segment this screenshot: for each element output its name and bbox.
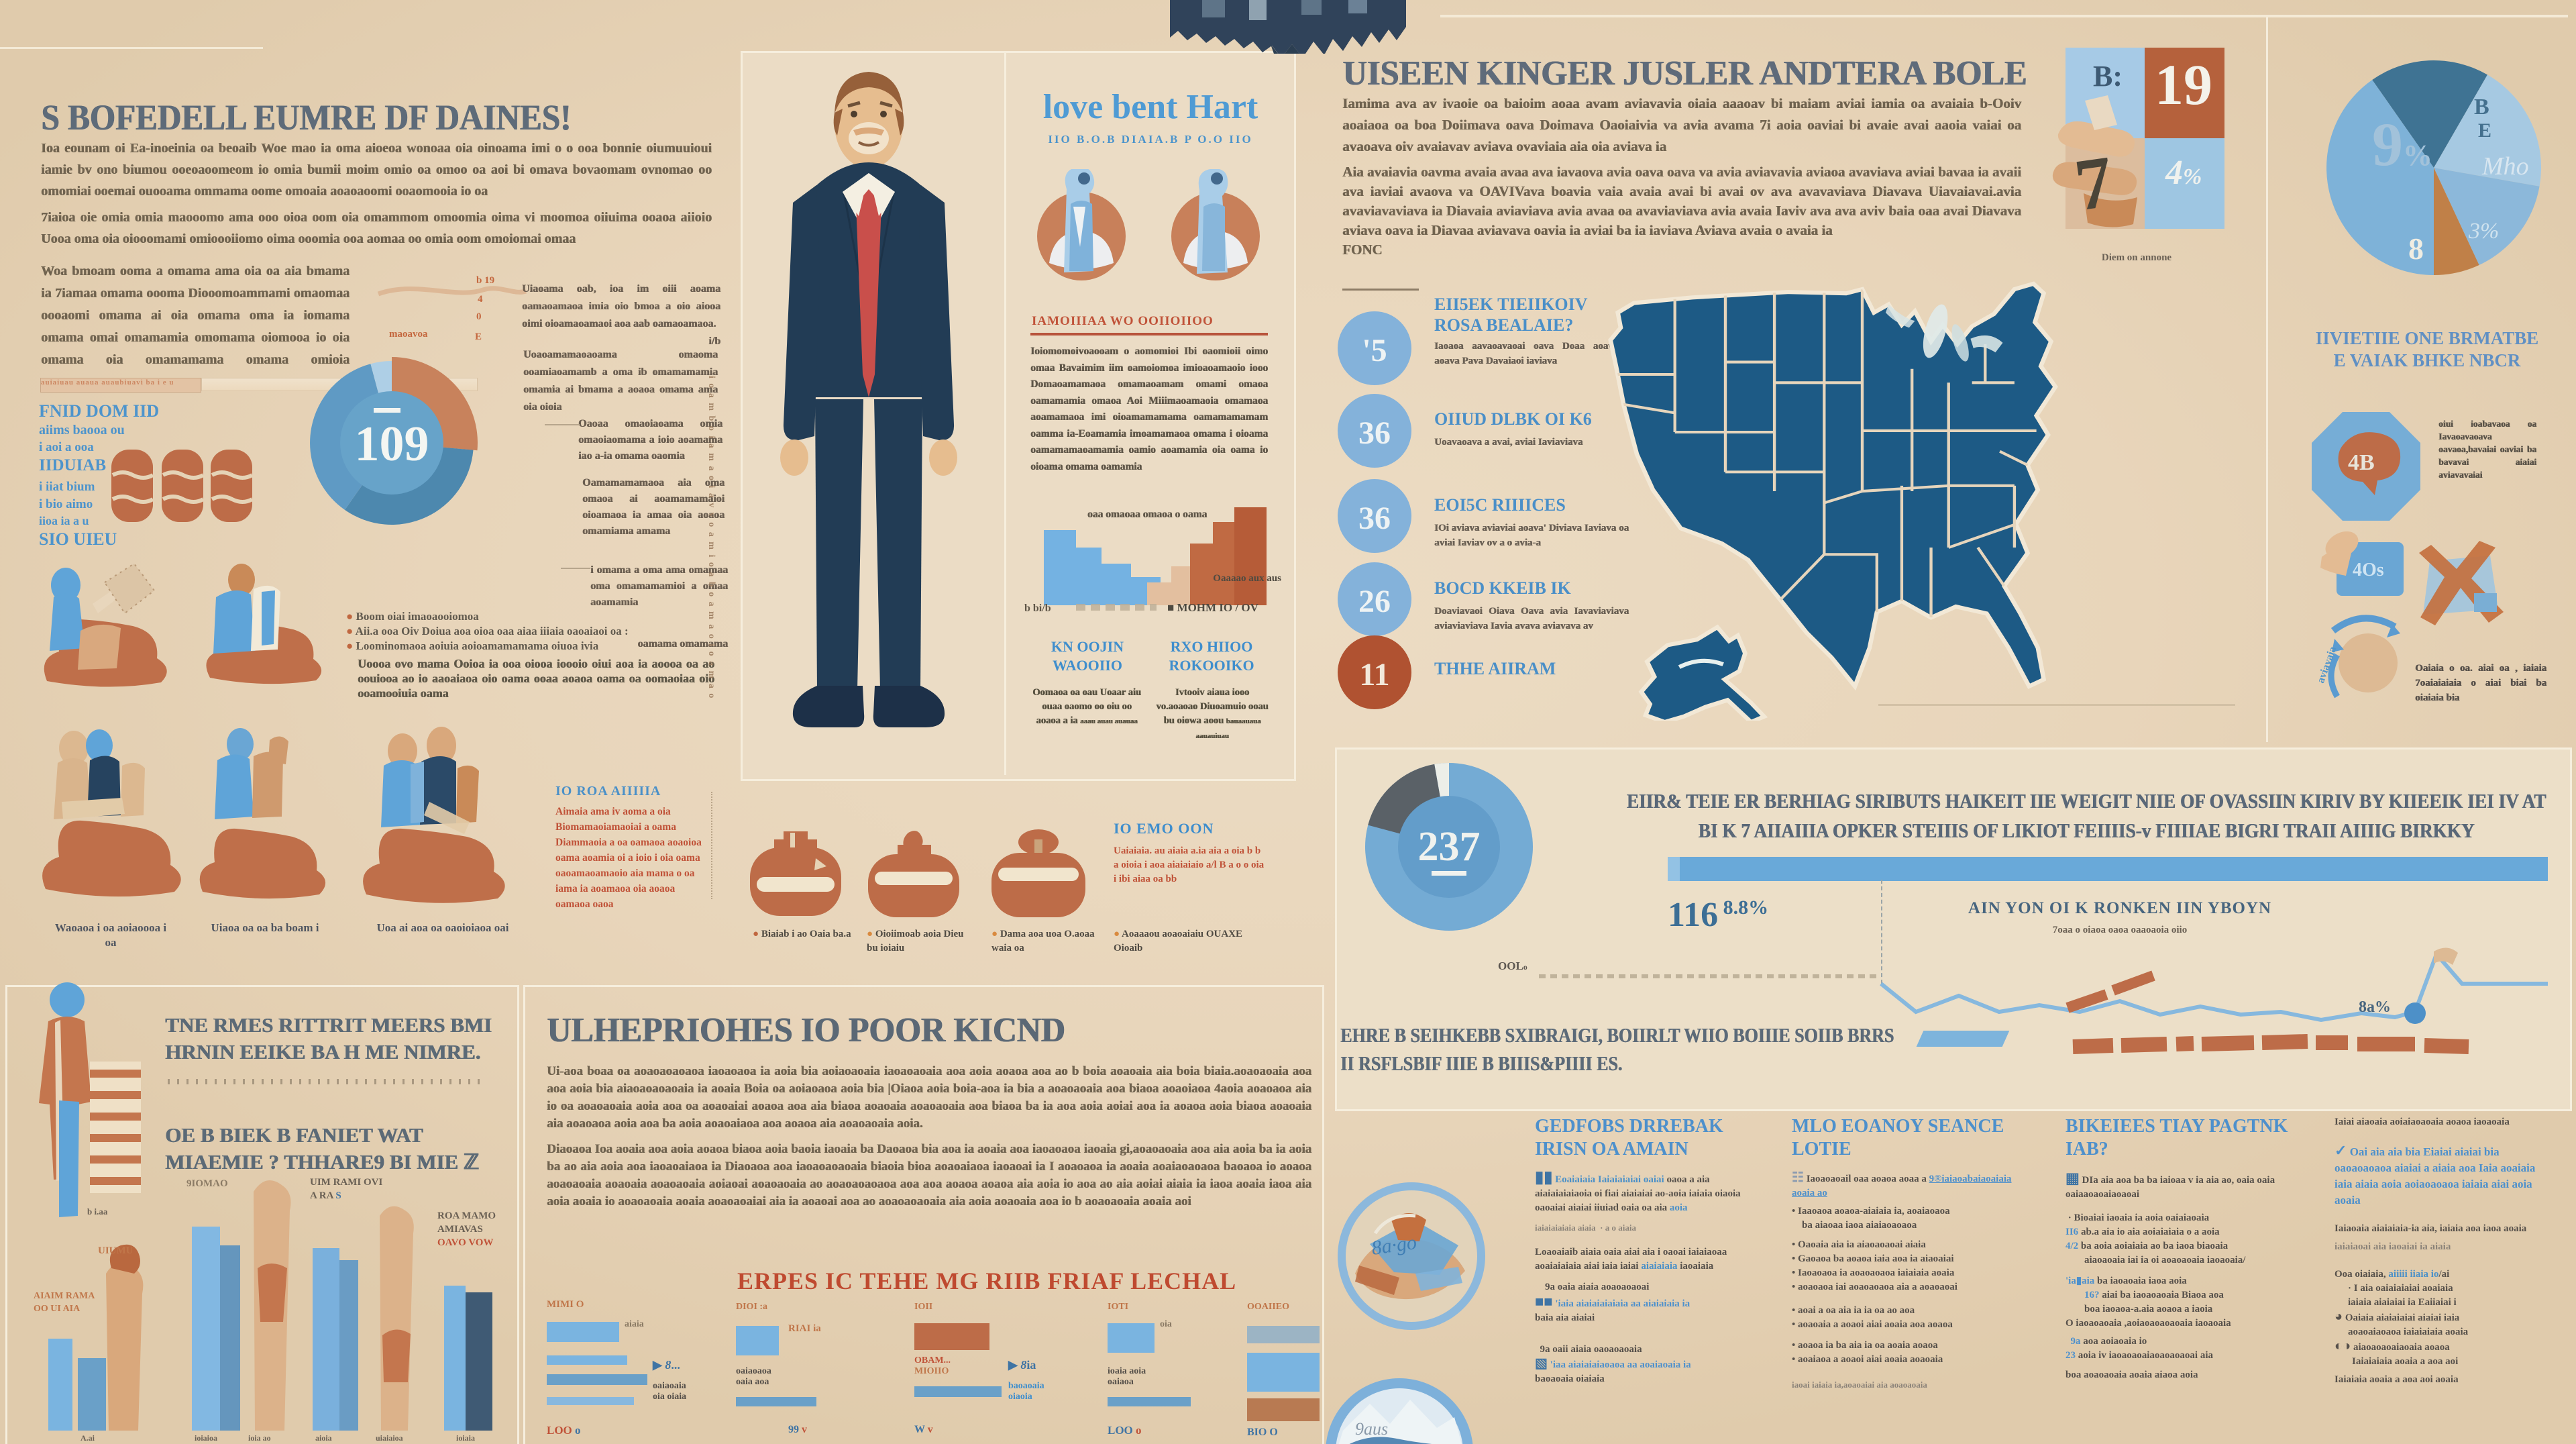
svg-text:8a%: 8a% <box>2359 998 2391 1016</box>
svg-text:maoavoa: maoavoa <box>389 329 428 340</box>
svg-text:36: 36 <box>1358 415 1391 451</box>
svg-text:9aus: 9aus <box>1355 1419 1388 1439</box>
svg-text:B: B <box>2474 95 2489 119</box>
svg-text:9%: 9% <box>2372 110 2432 178</box>
svg-text:36: 36 <box>1358 501 1391 536</box>
svg-text:4Os: 4Os <box>2353 560 2384 580</box>
svg-text:11: 11 <box>1359 657 1389 692</box>
svg-text:E: E <box>2478 119 2491 142</box>
svg-text:109: 109 <box>355 417 429 472</box>
svg-text:8: 8 <box>2408 231 2424 266</box>
svg-text:4B: 4B <box>2348 450 2375 475</box>
svg-text:Mho: Mho <box>2481 152 2529 180</box>
svg-text:'5: '5 <box>1362 333 1387 368</box>
svg-text:0: 0 <box>476 311 482 322</box>
svg-text:b 19: b 19 <box>476 275 494 286</box>
svg-text:237: 237 <box>1418 824 1481 870</box>
svg-text:E: E <box>475 331 482 342</box>
svg-text:3%: 3% <box>2468 219 2499 244</box>
svg-text:26: 26 <box>1358 584 1391 619</box>
svg-text:4: 4 <box>478 294 483 305</box>
